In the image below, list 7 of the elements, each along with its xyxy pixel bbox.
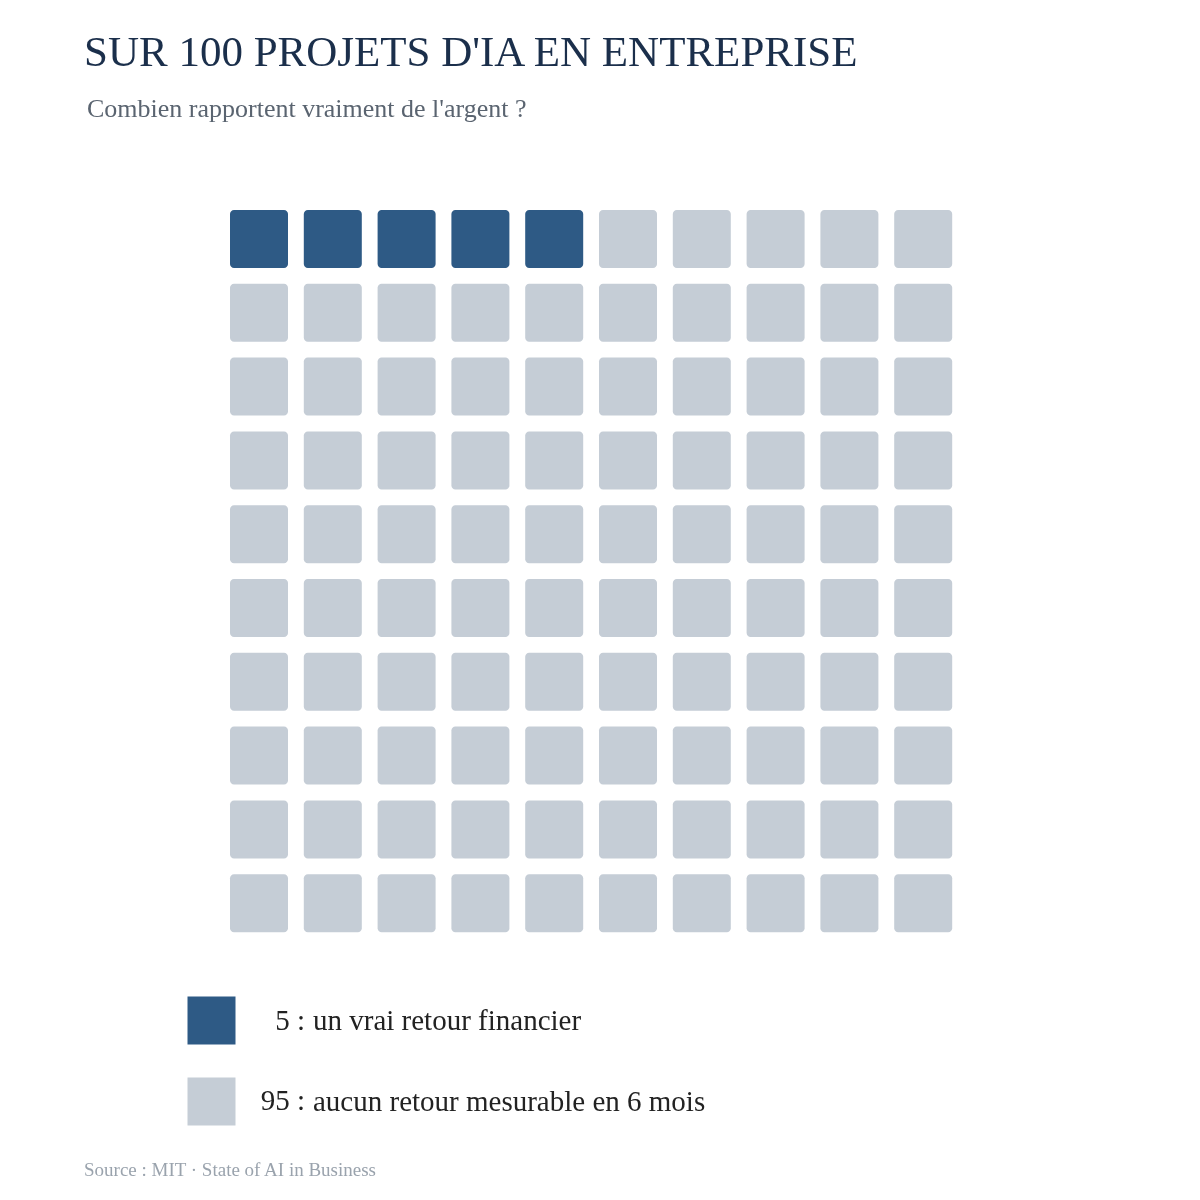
text: SUR 100 PROJETS D'IA EN ENTREPRISE [84, 28, 858, 75]
source-note: Source : MIT · State of AI in Business [84, 1159, 377, 1180]
data-label: 5 : [275, 1004, 305, 1036]
text: Combien rapportent vraiment de l'argent ? [87, 94, 527, 123]
category-label: un vrai retour financier [313, 1003, 582, 1036]
category-label: aucun retour mesurable en 6 mois [313, 1084, 706, 1117]
data-label: 95 : [260, 1084, 305, 1116]
